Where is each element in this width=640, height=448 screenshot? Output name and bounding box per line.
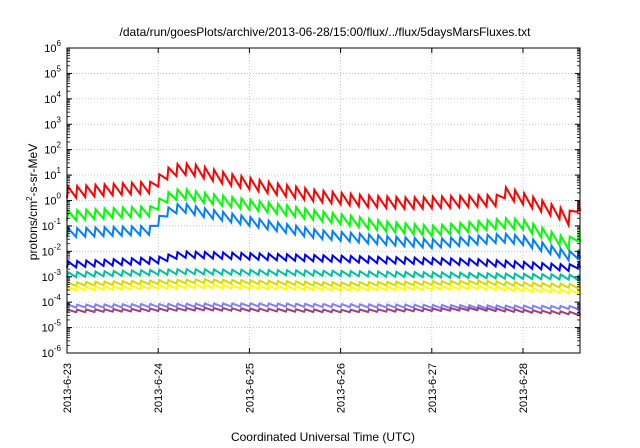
x-axis-label: Coordinated Universal Time (UTC) [231, 430, 415, 444]
series-group [66, 160, 581, 316]
x-axis: 2013-6-23 2013-6-24 2013-6-25 2013-6-26 2013… [62, 48, 530, 413]
series-line-1 [66, 160, 581, 230]
y-tick-label: 10-6 [42, 344, 62, 360]
y-tick-label: 10-1 [42, 217, 62, 233]
x-tick-label: 2013-6-28 [518, 363, 530, 413]
y-tick-label: 10-3 [42, 268, 62, 284]
chart-title: /data/run/goesPlots/archive/2013-06-28/1… [120, 25, 532, 39]
y-axis: 10-6 10-5 10-4 10-3 10-2 10-1 100 101 102 103 104 1… [42, 39, 580, 360]
series-line-10 [66, 306, 581, 316]
series-line-8 [66, 296, 581, 309]
y-tick-label: 10-4 [42, 293, 62, 309]
y-tick-label: 106 [44, 39, 61, 55]
series-line-2 [66, 186, 581, 253]
y-tick-label: 10-2 [42, 242, 62, 258]
y-tick-label: 105 [44, 64, 61, 80]
series-line-5 [66, 267, 581, 282]
series-line-9 [66, 301, 581, 311]
x-tick-label: 2013-6-24 [153, 363, 165, 413]
y-tick-label: 10-5 [42, 319, 62, 335]
y-tick-label: 101 [44, 166, 61, 182]
series-line-4 [66, 249, 581, 273]
series-line-3 [66, 201, 581, 263]
y-axis-label: protons/cm2-s-sr-MeV [25, 144, 40, 260]
series-line-6 [66, 277, 581, 290]
x-tick-label: 2013-6-26 [336, 363, 348, 413]
y-tick-label: 102 [44, 141, 61, 157]
x-tick-label: 2013-6-25 [244, 363, 256, 413]
y-tick-label: 103 [44, 115, 61, 131]
x-tick-label: 2013-6-27 [427, 363, 439, 413]
x-tick-label: 2013-6-23 [62, 363, 74, 413]
y-tick-label: 104 [44, 90, 61, 106]
y-tick-label: 100 [44, 192, 61, 208]
series-line-7 [66, 282, 581, 296]
